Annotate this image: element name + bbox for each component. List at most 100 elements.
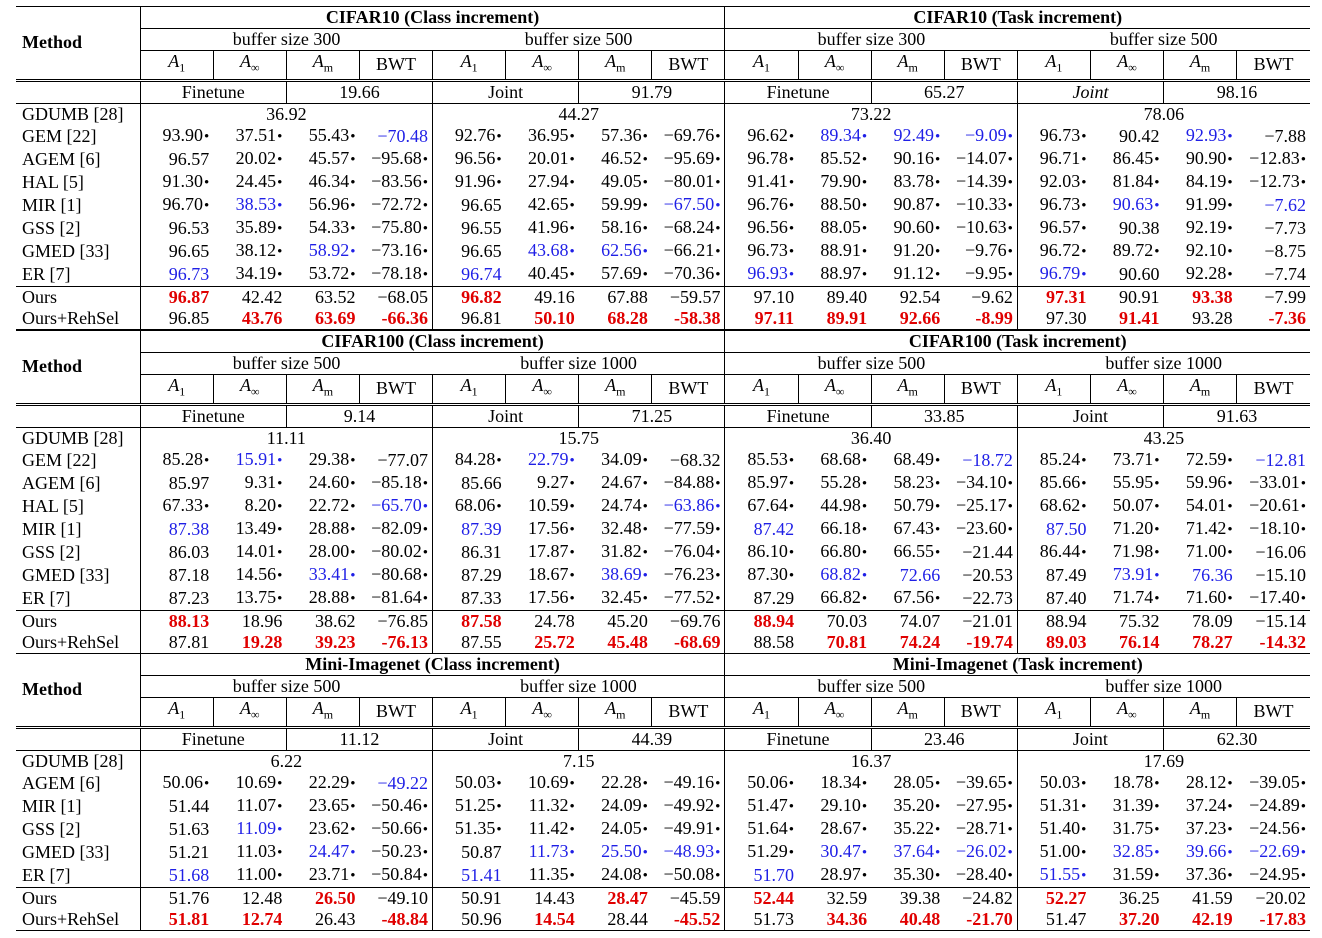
result-value: -21.70 (966, 908, 1013, 929)
table-row: GSS [2] 96.53 35.89 54.33 −75.80 96.55 41.96 58… (16, 216, 1310, 240)
result-value-significant: −76.04 (664, 541, 721, 561)
metric-symbol: A (753, 375, 765, 395)
result-cell: 19.28 (213, 632, 286, 654)
result-value-significant: 87.30 (747, 564, 794, 584)
baseline-label: Finetune (724, 404, 872, 428)
result-value-significant: 92.03 (1040, 171, 1087, 191)
metric-symbol: A (532, 698, 544, 718)
result-cell: 28.00 (286, 541, 359, 564)
result-value-significant: 22.79 (528, 449, 575, 469)
baseline-label: Finetune (724, 727, 872, 751)
method-header: Method (22, 679, 82, 700)
result-cell: 31.75 (1090, 818, 1163, 841)
result-value-significant: 32.45 (601, 587, 648, 607)
metric-subscript: m (908, 707, 918, 722)
result-cell: −65.70 (359, 495, 432, 518)
result-value: 51.76 (168, 887, 210, 908)
result-cell: 26.43 (286, 909, 359, 931)
result-cell: 24.45 (213, 171, 286, 194)
result-value-significant: 96.73 (1040, 194, 1087, 214)
result-value: −68.32 (669, 449, 721, 470)
result-cell: 35.30 (871, 864, 944, 888)
method-name: ER [7] (22, 587, 71, 608)
result-value-significant: 53.72 (309, 263, 356, 283)
result-cell: 86.10 (724, 540, 799, 564)
metric-subscript: 1 (179, 707, 186, 722)
result-value-significant: 9.31 (245, 472, 283, 492)
result-value: 87.38 (168, 518, 210, 539)
metric-symbol: A (1189, 375, 1201, 395)
table-row: HAL [5] 91.30 24.45 46.34 −83.56 91.96 27.94 49… (16, 170, 1310, 194)
result-cell: 55.28 (798, 472, 871, 495)
result-value-significant: 41.96 (528, 217, 575, 237)
result-cell: −81.64 (359, 587, 432, 611)
result-cell: −49.22 (359, 772, 432, 795)
result-value-significant: 59.96 (1186, 472, 1233, 492)
result-value-significant: −24.95 (1249, 864, 1306, 884)
result-value-significant: 29.38 (309, 449, 356, 469)
result-cell: 42.42 (213, 286, 286, 308)
result-cell: 45.57 (286, 148, 359, 171)
result-value-significant: 13.75 (236, 587, 283, 607)
metric-header: A∞ (1089, 374, 1164, 405)
result-value: -17.83 (1259, 908, 1307, 929)
gdumb-value: 73.22 (724, 103, 1018, 125)
result-cell: 86.45 (1090, 148, 1163, 171)
result-value-significant: −10.33 (956, 194, 1013, 214)
result-value-significant: 24.08 (601, 864, 648, 884)
gdumb-value: 16.37 (724, 750, 1018, 772)
baseline-label: Finetune (724, 80, 872, 104)
result-cell: −22.69 (1237, 841, 1310, 864)
result-cell: 88.91 (798, 240, 871, 263)
result-cell: −68.05 (359, 286, 432, 308)
result-cell: 50.91 (432, 887, 506, 909)
table-row: Ours 88.13 18.96 38.62 −76.85 87.58 24.78 45.20… (16, 610, 1310, 632)
result-value-significant: −17.40 (1249, 587, 1306, 607)
table-row: GSS [2] 51.63 11.09 23.62 −50.66 51.35 11.42 24… (16, 817, 1310, 841)
result-cell: 20.01 (506, 148, 579, 171)
result-value-significant: 92.28 (1186, 263, 1233, 283)
metric-subscript: m (616, 384, 626, 399)
result-value-significant: 31.82 (601, 541, 648, 561)
result-cell: −50.66 (359, 818, 432, 841)
results-table-0: Method CIFAR10 (Class increment) CIFAR10 (… (16, 6, 1310, 330)
result-cell: −8.75 (1237, 240, 1310, 263)
result-value-significant: 90.60 (894, 217, 941, 237)
finetune-joint-row: Finetune 9.14 Joint 71.25 Finetune 33.85 Joint… (16, 404, 1310, 428)
gdumb-value: 15.75 (432, 427, 725, 449)
result-value-significant: 14.56 (236, 564, 283, 584)
result-value: 75.32 (1119, 610, 1160, 631)
result-cell: 92.76 (432, 124, 506, 148)
result-value: 96.85 (168, 307, 210, 328)
result-value-significant: 85.97 (747, 472, 794, 492)
result-value-significant: −12.83 (1249, 148, 1306, 168)
metric-header: Am (578, 50, 652, 81)
result-value-significant: 31.75 (1113, 818, 1160, 838)
gdumb-value: 78.06 (1016, 103, 1310, 125)
result-value: -8.99 (975, 307, 1013, 328)
result-cell: 63.52 (286, 286, 359, 308)
method-name: Ours (22, 887, 57, 908)
metric-header: A∞ (505, 697, 579, 728)
result-cell: 30.47 (798, 841, 871, 864)
result-value: 63.69 (314, 307, 356, 328)
dataset-title: CIFAR10 (Class increment) (139, 6, 725, 29)
result-value: -66.36 (381, 307, 429, 328)
result-cell: 86.31 (432, 540, 506, 564)
result-cell: 96.55 (432, 216, 506, 240)
result-cell: 87.81 (139, 631, 214, 654)
buffer-size-label: buffer size 500 (724, 675, 1018, 698)
result-cell: −12.83 (1237, 148, 1310, 171)
result-cell: 32.48 (579, 518, 652, 541)
result-value-significant: 39.66 (1186, 841, 1233, 861)
result-cell: 96.62 (724, 124, 799, 148)
result-value-significant: −28.71 (956, 818, 1013, 838)
result-cell: 57.69 (579, 263, 652, 287)
result-cell: 28.44 (579, 909, 652, 931)
result-cell: 68.06 (432, 494, 506, 518)
result-value: 50.91 (461, 887, 502, 908)
result-cell: 56.96 (286, 194, 359, 217)
result-value-significant: −77.59 (664, 518, 721, 538)
result-value: 96.55 (461, 217, 502, 238)
